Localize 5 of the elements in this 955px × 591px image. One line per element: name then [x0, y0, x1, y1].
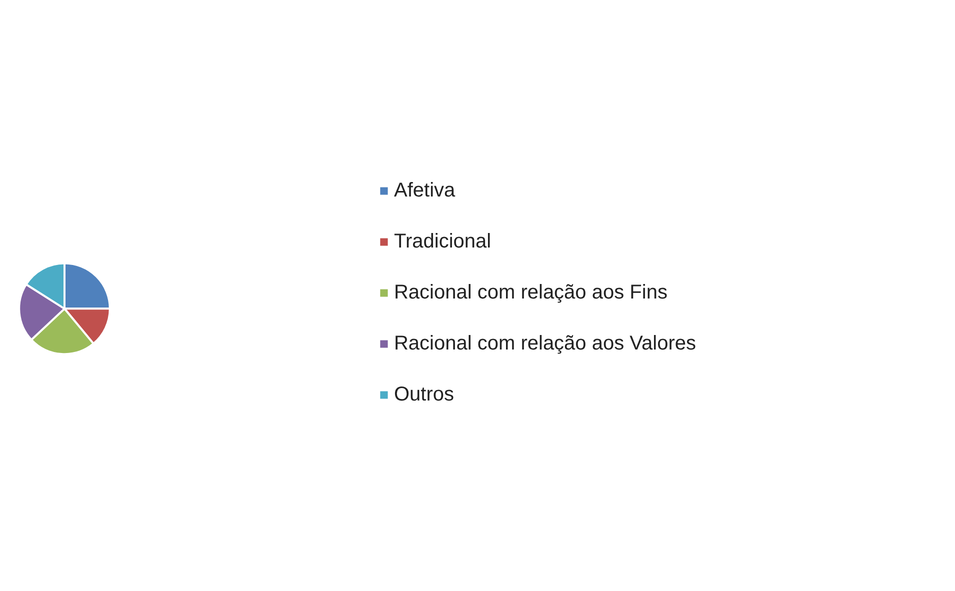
- legend-label: Tradicional: [394, 230, 492, 253]
- legend-label: Outros: [394, 383, 454, 406]
- legend-label: Racional com relação aos Valores: [394, 332, 696, 355]
- legend-label: Racional com relação aos Fins: [394, 281, 668, 304]
- legend-label: Afetiva: [394, 179, 456, 202]
